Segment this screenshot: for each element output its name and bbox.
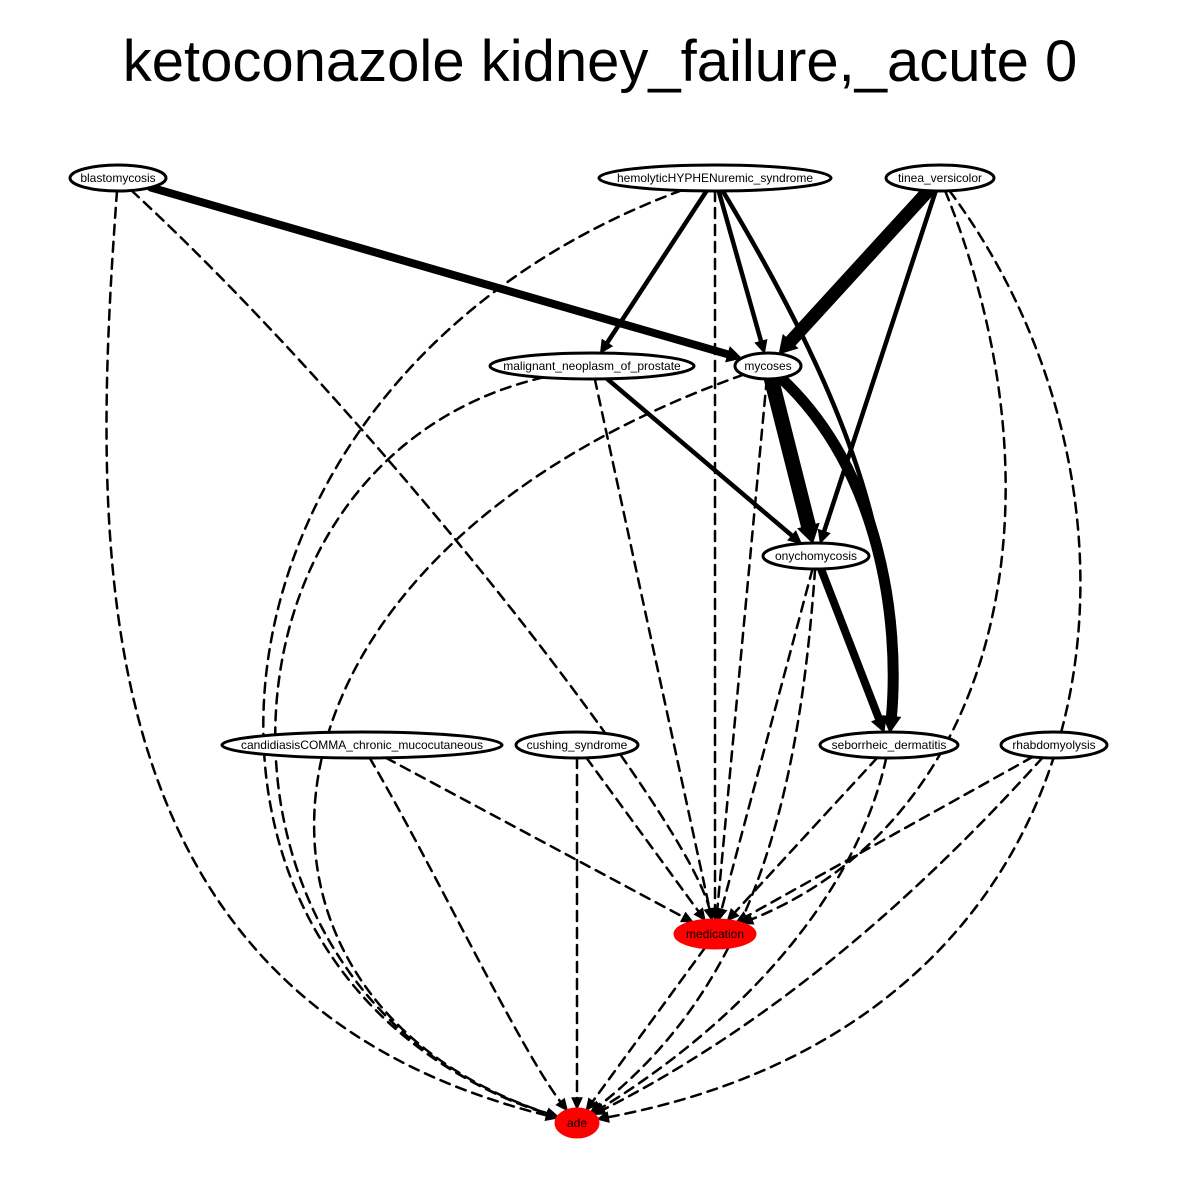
node-label: onychomycosis	[775, 549, 857, 563]
edge-blastomycosis-to-mycoses	[146, 183, 734, 359]
arrowhead-candidiasis-to-ade	[555, 1097, 569, 1112]
edge-prostate-to-medication	[593, 377, 712, 913]
edge-candidiasis-to-medication	[384, 756, 686, 920]
edge-mycoses-to-onycho	[763, 371, 817, 534]
edge-cushing-to-medication	[585, 756, 701, 915]
edge-rhabdo-to-medication	[743, 755, 1034, 919]
arrowhead-onycho-to-medication	[716, 907, 728, 922]
node-blastomycosis: blastomycosis	[68, 163, 168, 193]
arrowhead-onycho-to-seborrheic	[870, 715, 887, 733]
arrowhead-blastomycosis-to-mycoses	[725, 346, 743, 363]
arrowhead-tinea-to-mycoses	[778, 333, 799, 355]
node-medication: medication	[673, 918, 757, 950]
edge-blastomycosis-to-medication	[130, 189, 712, 913]
arrowhead-mycoses-to-onycho	[797, 522, 820, 544]
node-label: rhabdomyolysis	[1012, 738, 1095, 752]
node-rhabdo: rhabdomyolysis	[999, 730, 1109, 760]
edge-mycoses-to-ade	[312, 373, 745, 1116]
edge-tinea-to-mycoses	[783, 184, 935, 349]
node-label: malignant_neoplasm_of_prostate	[503, 359, 681, 373]
arrowhead-medication-to-ade	[585, 1097, 598, 1112]
arrowhead-mycoses-to-ade	[545, 1107, 560, 1119]
edge-hus-to-seborrheic	[720, 188, 894, 724]
node-label: cushing_syndrome	[527, 738, 628, 752]
node-label: medication	[686, 927, 744, 941]
node-ellipse	[999, 730, 1109, 760]
node-ellipse	[733, 351, 803, 381]
node-ellipse	[554, 1107, 600, 1139]
arrowhead-candidiasis-to-medication	[679, 911, 695, 923]
arrowhead-tinea-to-onycho	[817, 528, 831, 545]
arrowhead-cushing-to-medication	[693, 907, 706, 922]
arrowhead-mycoses-to-seborrheic	[881, 715, 902, 733]
edge-seborrheic-to-ade	[599, 756, 888, 1110]
diagram-title: ketoconazole kidney_failure,_acute 0	[122, 29, 1078, 94]
node-candidiasis: candidiasisCOMMA_chronic_mucocutaneous	[220, 730, 504, 760]
node-tinea: tinea_versicolor	[884, 163, 996, 193]
edge-hus-to-ade	[262, 189, 683, 1116]
edge-tinea-to-medication	[748, 189, 1007, 922]
edge-tinea-to-ade	[605, 189, 1082, 1119]
node-ellipse	[884, 163, 996, 193]
edge-tinea-to-onycho	[821, 188, 938, 536]
node-label: ade	[567, 1116, 587, 1130]
node-cushing: cushing_syndrome	[514, 730, 640, 760]
node-seborrheic: seborrheic_dermatitis	[818, 730, 960, 760]
arrowhead-hus-to-prostate	[599, 338, 614, 354]
nodes-layer: blastomycosis hemolyticHYPHENuremic_syndr…	[68, 163, 1109, 1139]
arrowhead-seborrheic-to-medication	[726, 908, 740, 922]
node-ade: ade	[554, 1107, 600, 1139]
node-ellipse	[673, 918, 757, 950]
node-ellipse	[514, 730, 640, 760]
node-prostate: malignant_neoplasm_of_prostate	[488, 351, 696, 381]
node-ellipse	[68, 163, 168, 193]
node-onycho: onychomycosis	[761, 541, 871, 571]
edge-rhabdo-to-ade	[600, 756, 1044, 1112]
edge-mycoses-to-medication	[715, 377, 769, 912]
edge-blastomycosis-to-ade	[105, 189, 550, 1118]
edge-hus-to-mycoses	[716, 188, 764, 346]
edges-layer	[105, 183, 1082, 1123]
arrowhead-cushing-to-ade	[571, 1097, 583, 1111]
arrowhead-rhabdo-to-ade	[592, 1103, 607, 1116]
edge-medication-to-ade	[590, 946, 707, 1104]
arrowhead-prostate-to-onycho	[787, 530, 803, 545]
edge-onycho-to-ade	[596, 567, 817, 1108]
node-ellipse	[818, 730, 960, 760]
node-ellipse	[488, 351, 696, 381]
arrowhead-tinea-to-ade	[596, 1111, 610, 1123]
arrowhead-rhabdo-to-medication	[735, 911, 750, 923]
node-label: tinea_versicolor	[898, 171, 982, 185]
edge-seborrheic-to-medication	[732, 756, 879, 915]
arrowhead-prostate-to-medication	[703, 907, 716, 922]
edge-candidiasis-to-ade	[368, 756, 563, 1105]
node-hus: hemolyticHYPHENuremic_syndrome	[597, 163, 833, 193]
node-mycoses: mycoses	[733, 351, 803, 381]
node-ellipse	[597, 163, 833, 193]
edge-onycho-to-medication	[719, 567, 814, 913]
node-label: hemolyticHYPHENuremic_syndrome	[617, 171, 813, 185]
edge-prostate-to-onycho	[604, 376, 796, 539]
node-label: blastomycosis	[80, 171, 155, 185]
edge-hus-to-prostate	[604, 188, 709, 347]
node-ellipse	[761, 541, 871, 571]
node-label: mycoses	[744, 359, 791, 373]
node-label: seborrheic_dermatitis	[832, 738, 947, 752]
arrowhead-hus-to-mycoses	[754, 339, 768, 355]
node-ellipse	[220, 730, 504, 760]
edge-onycho-to-seborrheic	[817, 564, 884, 725]
node-label: candidiasisCOMMA_chronic_mucocutaneous	[241, 738, 483, 752]
edge-mycoses-to-seborrheic	[775, 372, 899, 723]
